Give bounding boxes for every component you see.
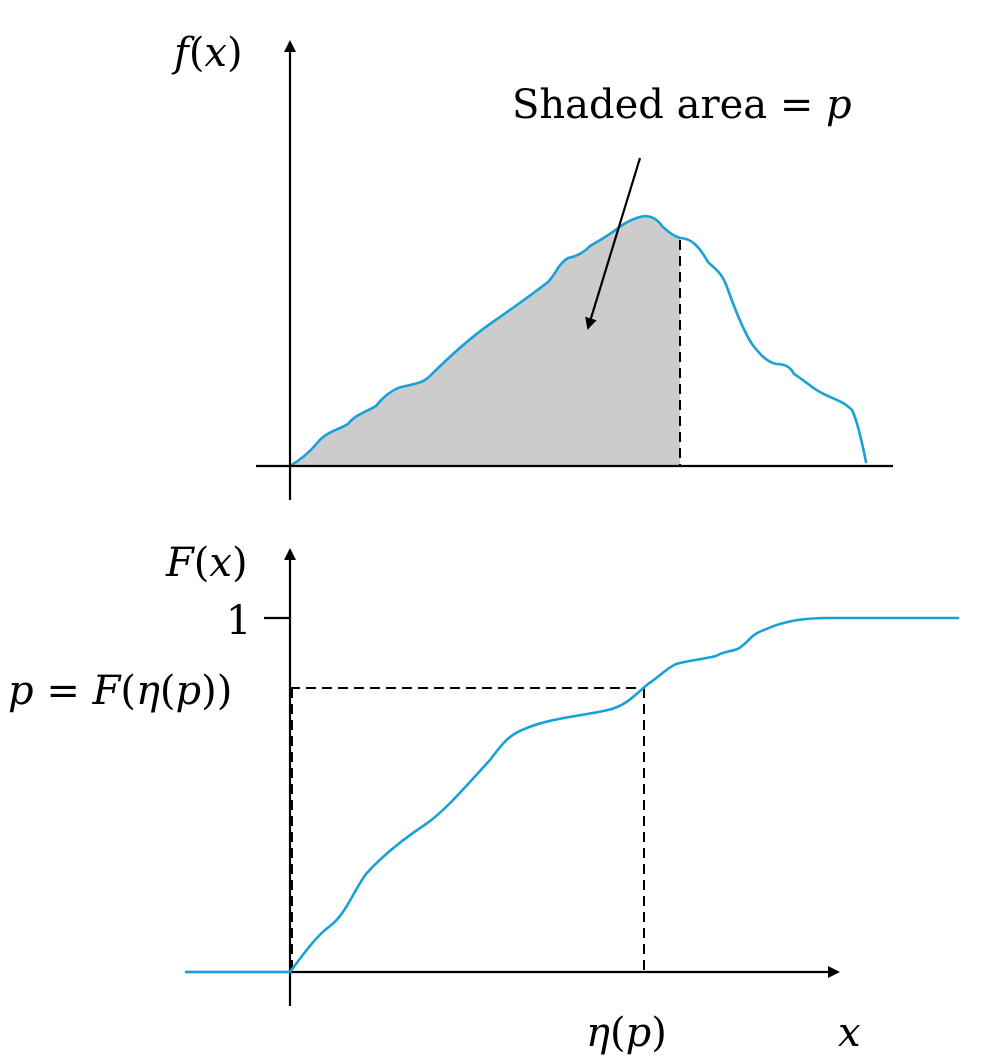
- density-panel: f(x) Shaded area = p: [171, 30, 893, 500]
- density-curve: [288, 214, 868, 468]
- density-y-label: f(x): [171, 30, 243, 76]
- eta-p-label: η(p): [586, 1010, 667, 1056]
- tick-one-label: 1: [226, 598, 251, 644]
- cdf-y-label: F(x): [165, 540, 248, 586]
- annotation-arrow: [585, 157, 642, 330]
- cdf-curve: [184, 616, 960, 974]
- cdf-panel: F(x) 1 p = F(η(p)) η(p) x: [8, 540, 960, 1056]
- shaded-area-annotation: Shaded area = p: [512, 82, 852, 128]
- p-level-label: p = F(η(p)): [8, 668, 232, 714]
- shaded-area: [290, 216, 680, 466]
- x-axis-label: x: [838, 1010, 861, 1056]
